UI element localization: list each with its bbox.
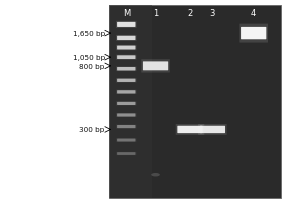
FancyBboxPatch shape [116, 55, 137, 60]
FancyBboxPatch shape [117, 114, 135, 117]
Text: 3: 3 [210, 9, 215, 18]
FancyBboxPatch shape [117, 91, 135, 94]
FancyBboxPatch shape [116, 22, 137, 29]
FancyBboxPatch shape [141, 60, 170, 73]
FancyBboxPatch shape [177, 126, 203, 133]
FancyBboxPatch shape [116, 46, 137, 51]
Text: 1: 1 [153, 9, 158, 18]
FancyBboxPatch shape [143, 62, 168, 71]
FancyBboxPatch shape [176, 124, 204, 135]
FancyBboxPatch shape [116, 67, 137, 72]
FancyBboxPatch shape [117, 79, 135, 83]
Bar [109, 6, 152, 198]
FancyBboxPatch shape [116, 125, 137, 129]
FancyBboxPatch shape [116, 152, 137, 155]
FancyBboxPatch shape [239, 24, 268, 43]
FancyBboxPatch shape [198, 124, 227, 135]
Text: 800 bp: 800 bp [79, 63, 105, 70]
FancyBboxPatch shape [116, 90, 137, 95]
Text: 1,050 bp: 1,050 bp [73, 55, 105, 61]
Ellipse shape [151, 173, 160, 177]
FancyBboxPatch shape [116, 102, 137, 106]
Text: 300 bp: 300 bp [79, 127, 105, 133]
FancyBboxPatch shape [116, 113, 137, 118]
FancyBboxPatch shape [117, 139, 135, 142]
FancyBboxPatch shape [117, 68, 135, 71]
FancyBboxPatch shape [116, 36, 137, 42]
Text: 2: 2 [187, 9, 193, 18]
FancyBboxPatch shape [117, 23, 135, 28]
FancyBboxPatch shape [117, 37, 135, 41]
Text: 4: 4 [251, 9, 256, 18]
FancyBboxPatch shape [116, 139, 137, 142]
FancyBboxPatch shape [200, 126, 225, 133]
FancyBboxPatch shape [117, 46, 135, 50]
FancyBboxPatch shape [117, 125, 135, 129]
FancyBboxPatch shape [117, 56, 135, 60]
FancyBboxPatch shape [241, 28, 266, 40]
FancyBboxPatch shape [117, 152, 135, 155]
Bar [109, 6, 281, 198]
FancyBboxPatch shape [116, 79, 137, 83]
Text: 1,650 bp: 1,650 bp [73, 31, 105, 37]
Text: M: M [123, 9, 130, 18]
FancyBboxPatch shape [117, 102, 135, 105]
